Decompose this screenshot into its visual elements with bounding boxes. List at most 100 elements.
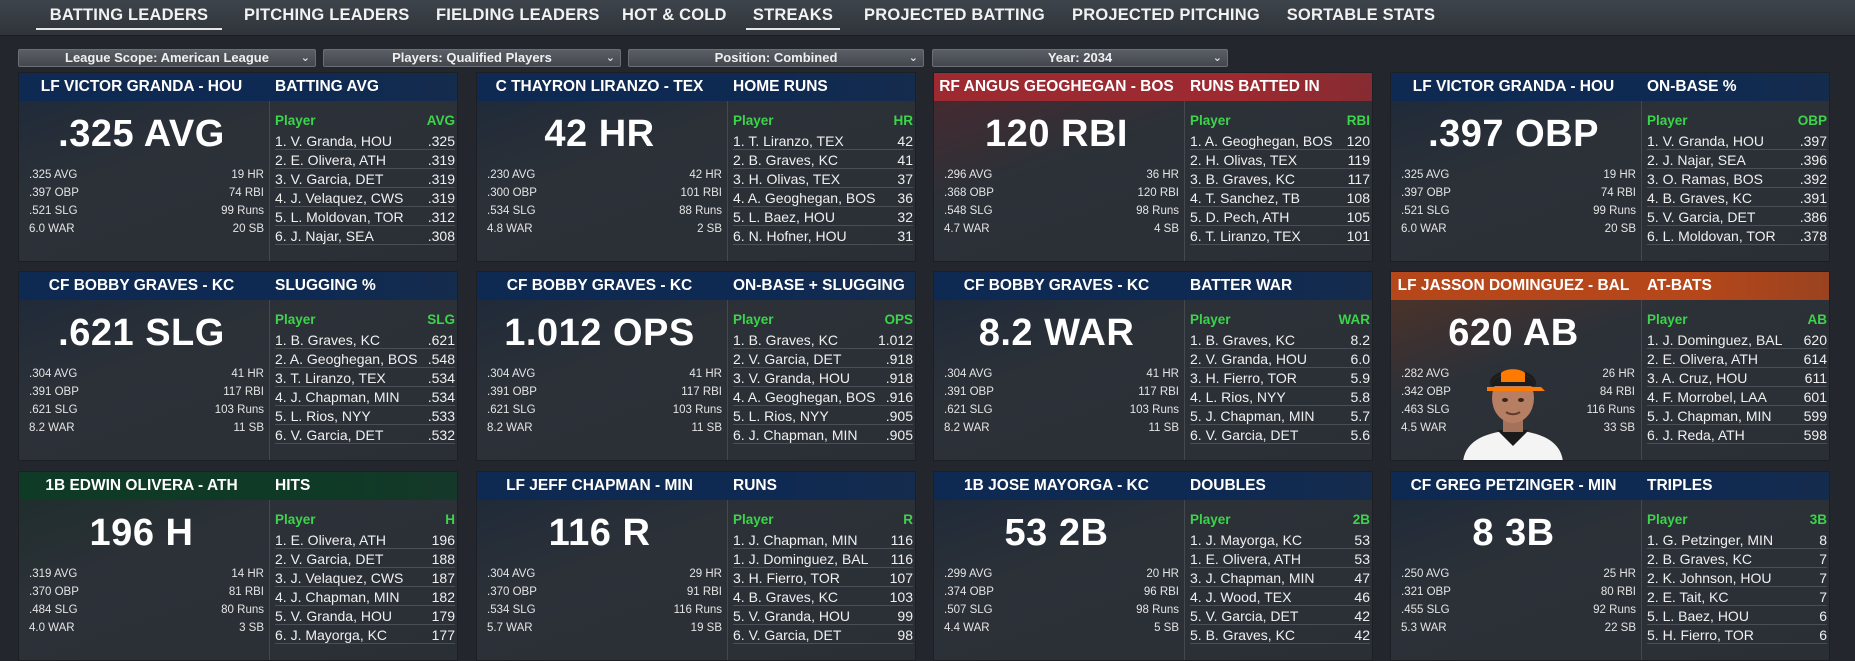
leader-name[interactable]: 6. N. Hofner, HOU — [733, 228, 847, 244]
leader-name[interactable]: 5. B. Graves, KC — [1190, 627, 1296, 643]
player-column-header[interactable]: Player — [1647, 113, 1688, 128]
leaderboard-row[interactable]: 1. J. Mayorga, KC 53 — [1190, 530, 1370, 549]
leaderboard-row[interactable]: 1. A. Geoghegan, BOS 120 — [1190, 131, 1370, 150]
leader-name[interactable]: 5. V. Granda, HOU — [733, 608, 850, 624]
leader-name[interactable]: 5. L. Moldovan, TOR — [275, 209, 404, 225]
featured-player-name[interactable]: CF GREG PETZINGER - MIN — [1410, 477, 1617, 494]
leader-name[interactable]: 4. J. Chapman, MIN — [275, 389, 400, 405]
leader-name[interactable]: 2. J. Najar, SEA — [1647, 152, 1746, 168]
leaderboard-row[interactable]: 5. V. Garcia, DET 42 — [1190, 606, 1370, 625]
leader-name[interactable]: 5. V. Granda, HOU — [275, 608, 392, 624]
leaderboard-row[interactable]: 6. V. Garcia, DET 5.6 — [1190, 425, 1370, 444]
leaderboard-row[interactable]: 6. T. Liranzo, TEX 101 — [1190, 226, 1370, 245]
player-column-header[interactable]: Player — [1190, 312, 1231, 327]
leader-name[interactable]: 3. A. Cruz, HOU — [1647, 370, 1748, 386]
leader-name[interactable]: 4. B. Graves, KC — [1647, 190, 1753, 206]
year-select[interactable]: Year: 2034 ⌄ — [932, 49, 1228, 67]
leaderboard-row[interactable]: 2. K. Johnson, HOU 7 — [1647, 568, 1827, 587]
leader-name[interactable]: 2. K. Johnson, HOU — [1647, 570, 1772, 586]
leader-name[interactable]: 6. V. Garcia, DET — [733, 627, 842, 643]
leader-name[interactable]: 2. B. Graves, KC — [733, 152, 839, 168]
leader-name[interactable]: 5. J. Chapman, MIN — [1190, 408, 1315, 424]
leaderboard-row[interactable]: 6. J. Najar, SEA .308 — [275, 226, 455, 245]
leader-name[interactable]: 4. B. Graves, KC — [733, 589, 839, 605]
leader-name[interactable]: 6. V. Garcia, DET — [1190, 427, 1299, 443]
leader-name[interactable]: 3. H. Olivas, TEX — [733, 171, 841, 187]
leader-name[interactable]: 5. V. Garcia, DET — [1647, 209, 1756, 225]
leader-name[interactable]: 1. J. Mayorga, KC — [1190, 532, 1303, 548]
player-column-header[interactable]: Player — [733, 113, 774, 128]
tab-projected-pitching[interactable]: PROJECTED PITCHING — [1072, 6, 1260, 24]
leader-name[interactable]: 1. J. Chapman, MIN — [733, 532, 858, 548]
player-column-header[interactable]: Player — [275, 113, 316, 128]
leader-name[interactable]: 4. J. Wood, TEX — [1190, 589, 1292, 605]
leader-name[interactable]: 5. D. Pech, ATH — [1190, 209, 1290, 225]
leaderboard-row[interactable]: 6. L. Moldovan, TOR .378 — [1647, 226, 1827, 245]
leaderboard-row[interactable]: 3. A. Cruz, HOU 611 — [1647, 368, 1827, 387]
leaderboard-row[interactable]: 6. J. Mayorga, KC 177 — [275, 625, 455, 644]
leader-name[interactable]: 3. T. Liranzo, TEX — [275, 370, 386, 386]
leaderboard-row[interactable]: 3. O. Ramas, BOS .392 — [1647, 169, 1827, 188]
leader-name[interactable]: 4. A. Geoghegan, BOS — [733, 190, 875, 206]
leader-name[interactable]: 5. H. Fierro, TOR — [1647, 627, 1754, 643]
featured-player-name[interactable]: LF JEFF CHAPMAN - MIN — [506, 477, 693, 494]
leaderboard-row[interactable]: 5. L. Baez, HOU 6 — [1647, 606, 1827, 625]
leaderboard-row[interactable]: 1. G. Petzinger, MIN 8 — [1647, 530, 1827, 549]
player-column-header[interactable]: Player — [1647, 312, 1688, 327]
leader-name[interactable]: 1. V. Granda, HOU — [275, 133, 392, 149]
player-column-header[interactable]: Player — [1190, 113, 1231, 128]
leader-name[interactable]: 1. A. Geoghegan, BOS — [1190, 133, 1332, 149]
featured-player-name[interactable]: CF BOBBY GRAVES - KC — [506, 277, 693, 294]
leaderboard-row[interactable]: 3. H. Fierro, TOR 107 — [733, 568, 913, 587]
stat-column-header[interactable]: OBP — [1797, 113, 1827, 128]
stat-column-header[interactable]: OPS — [884, 312, 913, 327]
leaderboard-row[interactable]: 5. J. Chapman, MIN 599 — [1647, 406, 1827, 425]
leaderboard-row[interactable]: 2. V. Garcia, DET .918 — [733, 349, 913, 368]
leader-name[interactable]: 2. V. Garcia, DET — [733, 351, 842, 367]
leader-name[interactable]: 2. A. Geoghegan, BOS — [275, 351, 417, 367]
leader-name[interactable]: 3. V. Granda, HOU — [733, 370, 850, 386]
leader-name[interactable]: 6. J. Najar, SEA — [275, 228, 374, 244]
player-column-header[interactable]: Player — [1190, 512, 1231, 527]
player-column-header[interactable]: Player — [275, 512, 316, 527]
leader-name[interactable]: 4. T. Sanchez, TB — [1190, 190, 1300, 206]
leaderboard-row[interactable]: 2. E. Olivera, ATH 614 — [1647, 349, 1827, 368]
leader-name[interactable]: 1. G. Petzinger, MIN — [1647, 532, 1774, 548]
leaderboard-row[interactable]: 4. J. Velaquez, CWS .319 — [275, 188, 455, 207]
leaderboard-row[interactable]: 2. V. Garcia, DET 188 — [275, 549, 455, 568]
leaderboard-row[interactable]: 1. B. Graves, KC 8.2 — [1190, 330, 1370, 349]
players-select[interactable]: Players: Qualified Players ⌄ — [323, 49, 621, 67]
featured-player-name[interactable]: CF BOBBY GRAVES - KC — [963, 277, 1150, 294]
leader-name[interactable]: 5. J. Chapman, MIN — [1647, 408, 1772, 424]
leaderboard-row[interactable]: 2. J. Najar, SEA .396 — [1647, 150, 1827, 169]
leader-name[interactable]: 2. E. Olivera, ATH — [275, 152, 386, 168]
leader-card[interactable]: CF BOBBY GRAVES - KC SLUGGING % .621 SLG .3… — [18, 271, 458, 461]
leader-name[interactable]: 6. L. Moldovan, TOR — [1647, 228, 1776, 244]
leader-card[interactable]: LF VICTOR GRANDA - HOU ON-BASE % .397 OBP.… — [1390, 72, 1830, 262]
position-select[interactable]: Position: Combined ⌄ — [628, 49, 924, 67]
leaderboard-row[interactable]: 2. B. Graves, KC 41 — [733, 150, 913, 169]
leader-card[interactable]: LF JASSON DOMINGUEZ - BAL AT-BATS 620 AB .2… — [1390, 271, 1830, 461]
player-column-header[interactable]: Player — [275, 312, 316, 327]
leaderboard-row[interactable]: 1. B. Graves, KC 1.012 — [733, 330, 913, 349]
leader-card[interactable]: CF GREG PETZINGER - MIN TRIPLES 8 3B .250 A… — [1390, 471, 1830, 661]
leader-name[interactable]: 5. L. Baez, HOU — [1647, 608, 1749, 624]
leaderboard-row[interactable]: 2. B. Graves, KC 7 — [1647, 549, 1827, 568]
leader-name[interactable]: 5. V. Garcia, DET — [1190, 608, 1299, 624]
leader-name[interactable]: 3. B. Graves, KC — [1190, 171, 1296, 187]
featured-player-name[interactable]: RF ANGUS GEOGHEGAN - BOS — [939, 78, 1174, 95]
leaderboard-row[interactable]: 3. V. Garcia, DET .319 — [275, 169, 455, 188]
featured-player-name[interactable]: C THAYRON LIRANZO - TEX — [495, 78, 704, 95]
stat-column-header[interactable]: R — [903, 512, 913, 527]
leaderboard-row[interactable]: 1. J. Dominguez, BAL 116 — [733, 549, 913, 568]
stat-column-header[interactable]: 3B — [1809, 512, 1827, 527]
leader-name[interactable]: 2. H. Olivas, TEX — [1190, 152, 1298, 168]
leaderboard-row[interactable]: 3. B. Graves, KC 117 — [1190, 169, 1370, 188]
leaderboard-row[interactable]: 2. A. Geoghegan, BOS .548 — [275, 349, 455, 368]
leader-name[interactable]: 3. J. Velaquez, CWS — [275, 570, 404, 586]
leaderboard-row[interactable]: 2. V. Granda, HOU 6.0 — [1190, 349, 1370, 368]
leader-name[interactable]: 3. O. Ramas, BOS — [1647, 171, 1763, 187]
leaderboard-row[interactable]: 4. L. Rios, NYY 5.8 — [1190, 387, 1370, 406]
leader-name[interactable]: 5. L. Baez, HOU — [733, 209, 835, 225]
leaderboard-row[interactable]: 4. B. Graves, KC 103 — [733, 587, 913, 606]
